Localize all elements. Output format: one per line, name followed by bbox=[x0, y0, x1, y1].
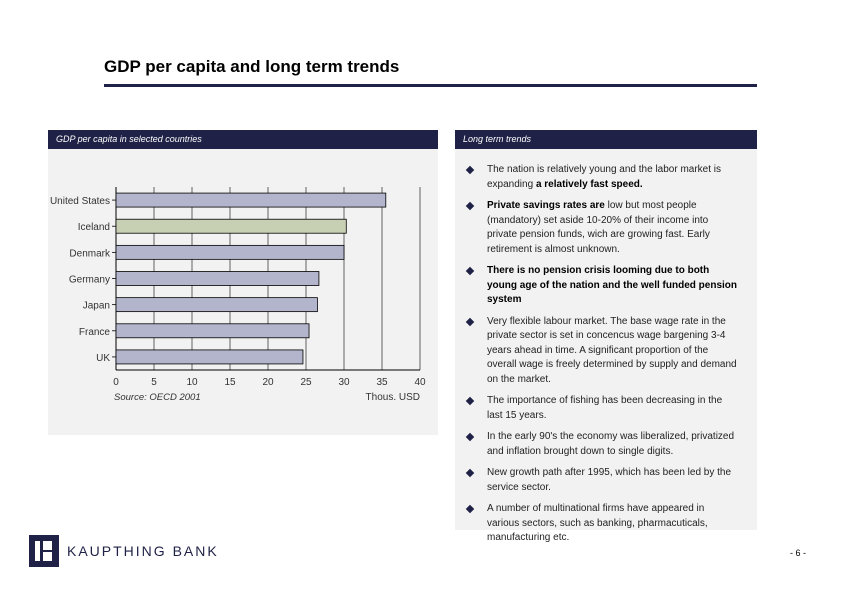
trend-bullet: There is no pension crisis looming due t… bbox=[455, 264, 757, 308]
trend-bullet-text: Very flexible labour market. The base wa… bbox=[487, 315, 737, 385]
trend-bullet-emphasis: Private savings rates are bbox=[487, 200, 605, 211]
diamond-bullet-icon bbox=[465, 468, 475, 478]
category-label: Denmark bbox=[69, 248, 111, 259]
category-label: Iceland bbox=[78, 222, 110, 233]
trend-bullet: New growth path after 1995, which has be… bbox=[455, 466, 757, 495]
title-rule bbox=[104, 84, 757, 87]
trend-bullet: In the early 90's the economy was libera… bbox=[455, 430, 757, 459]
trend-bullet-text: In the early 90's the economy was libera… bbox=[487, 431, 735, 457]
trend-bullet-emphasis: a relatively fast speed. bbox=[535, 178, 643, 190]
trend-bullet: A number of multinational firms have app… bbox=[455, 502, 757, 546]
category-label: Japan bbox=[83, 301, 110, 312]
trend-bullet-text: New growth path after 1995, which has be… bbox=[487, 467, 732, 493]
x-tick-label: 0 bbox=[113, 377, 119, 388]
diamond-bullet-icon bbox=[465, 317, 475, 326]
diamond-bullet-icon bbox=[465, 396, 475, 406]
bar bbox=[115, 192, 387, 208]
category-label: United States bbox=[50, 196, 110, 207]
x-tick-label: 15 bbox=[224, 377, 236, 388]
source-label: Source: OECD 2001 bbox=[114, 392, 201, 403]
bar bbox=[115, 244, 345, 260]
brand-name: KAUPTHING BANK bbox=[67, 543, 219, 559]
x-tick-label: 20 bbox=[262, 377, 274, 388]
x-tick-label: 30 bbox=[338, 377, 350, 388]
x-tick-label: 25 bbox=[300, 377, 312, 388]
diamond-bullet-icon bbox=[465, 201, 475, 211]
trend-bullet-emphasis: There is no pension crisis looming due t… bbox=[487, 265, 737, 305]
bar bbox=[115, 218, 347, 234]
trends-panel: Long term trends The nation is relativel… bbox=[455, 130, 757, 543]
x-tick-label: 35 bbox=[376, 377, 388, 388]
x-tick-label: 40 bbox=[414, 377, 426, 388]
trend-bullet: The nation is relatively young and the l… bbox=[455, 163, 757, 192]
trends-list: The nation is relatively young and the l… bbox=[455, 163, 757, 553]
trend-bullet-text: The nation is relatively young and the l… bbox=[487, 164, 722, 190]
diamond-bullet-icon bbox=[465, 504, 475, 514]
diamond-bullet-icon bbox=[465, 432, 475, 442]
trend-bullet-text: The importance of fishing has been decre… bbox=[487, 395, 723, 421]
chart-panel-header: GDP per capita in selected countries bbox=[48, 130, 438, 149]
category-label: Germany bbox=[69, 275, 110, 286]
trend-bullet-text: A number of multinational firms have app… bbox=[487, 503, 708, 543]
x-axis-label: Thous. USD bbox=[366, 392, 420, 403]
x-tick-label: 10 bbox=[186, 377, 198, 388]
bar bbox=[115, 297, 318, 313]
x-tick-label: 5 bbox=[151, 377, 157, 388]
trend-bullet-text: low but most people (mandatory) set asid… bbox=[487, 200, 710, 255]
trend-bullet: The importance of fishing has been decre… bbox=[455, 394, 757, 423]
bar bbox=[115, 323, 310, 339]
bar bbox=[115, 271, 320, 286]
page-number: - 6 - bbox=[790, 548, 807, 558]
trend-bullet: Private savings rates are low but most p… bbox=[455, 199, 757, 257]
kaupthing-logo bbox=[29, 535, 59, 567]
category-label: France bbox=[79, 327, 111, 338]
gdp-chart-panel: 0 5 10 15 20 25 30 35 40 United States Iceland Denm… bbox=[48, 130, 438, 435]
diamond-bullet-icon bbox=[465, 266, 475, 276]
bar bbox=[115, 349, 304, 365]
diamond-bullet-icon bbox=[465, 165, 475, 175]
category-label: UK bbox=[96, 353, 110, 364]
trends-panel-header: Long term trends bbox=[455, 130, 757, 149]
page-title: GDP per capita and long term trends bbox=[104, 57, 400, 76]
gdp-bar-chart: 0 5 10 15 20 25 30 35 40 United States Iceland Denm… bbox=[50, 187, 426, 403]
trend-bullet: Very flexible labour market. The base wa… bbox=[455, 315, 757, 388]
